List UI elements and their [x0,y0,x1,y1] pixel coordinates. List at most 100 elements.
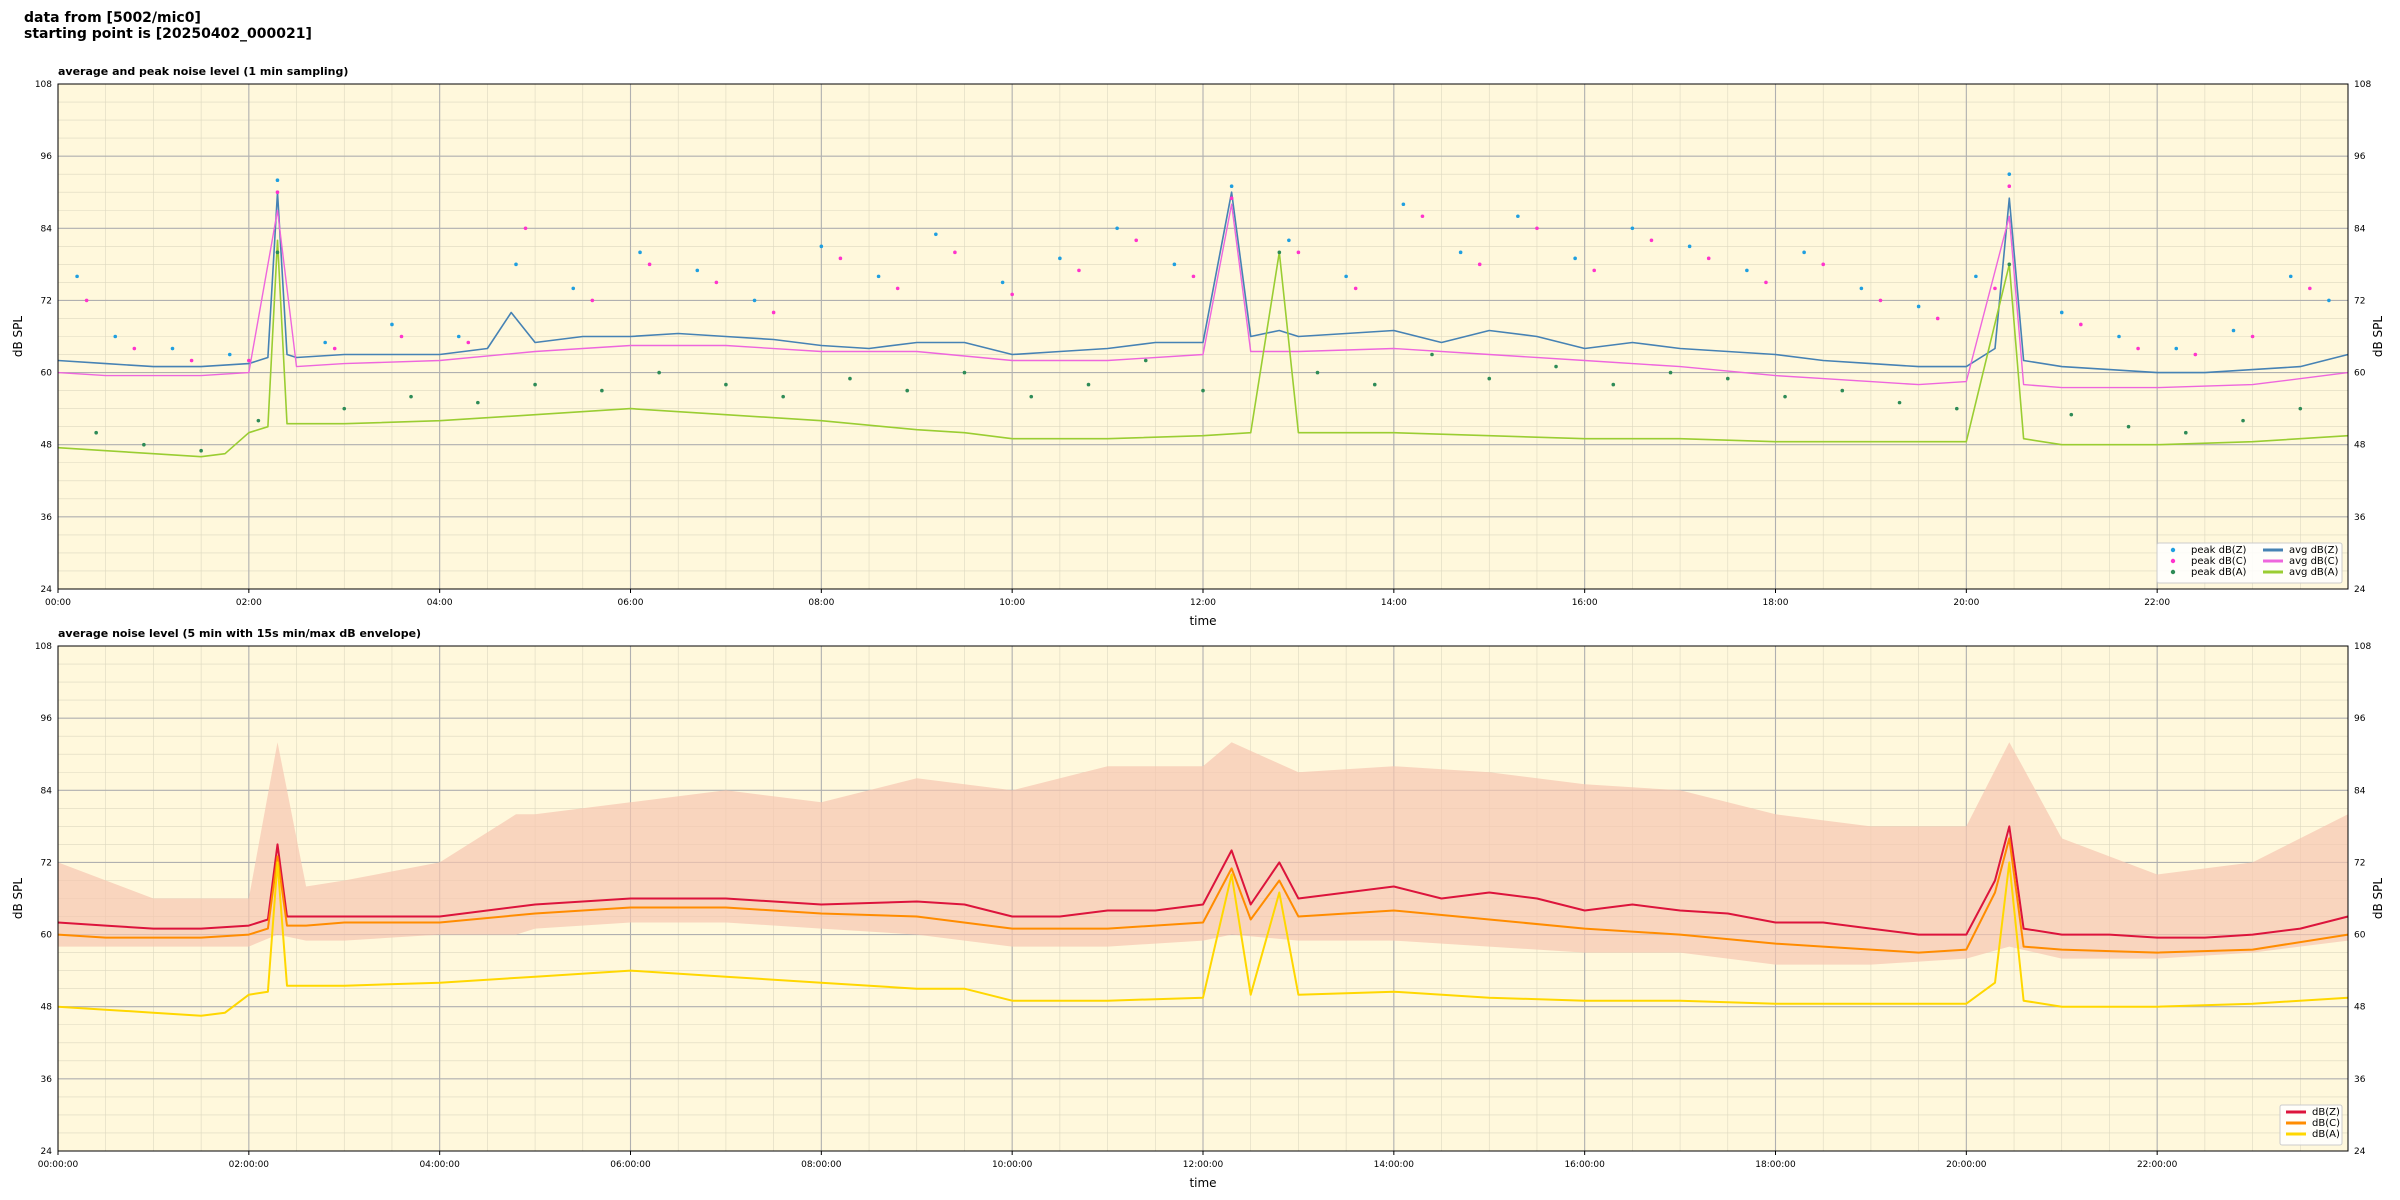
peak-db-a-point [342,406,347,411]
peak-db-c-point [590,298,595,303]
peak-db-z-point [2007,172,2012,176]
peak-db-a-point [2183,430,2188,435]
db-a-line [57,861,2349,1017]
peak-db-z-point [876,274,881,279]
peak-db-a-point [1430,352,1434,357]
x-axis-label: time [1189,1176,1216,1190]
y-tick-label-right: 72 [2354,858,2365,868]
peak-db-z-point [275,178,280,182]
y-tick-label: 36 [41,513,53,523]
legend-marker [2170,547,2176,553]
peak-db-c-point [1535,226,1539,231]
peak-db-z-point [2059,310,2064,315]
x-tick-label: 04:00 [427,598,453,608]
peak-db-a-point [1611,382,1616,387]
x-tick-label: 18:00 [1763,598,1789,608]
figure-header: data from [5002/mic0] starting point is … [24,10,312,42]
peak-db-c-point [1477,262,1482,267]
peak-db-a-point [905,388,910,393]
peak-db-c-point [2136,346,2140,351]
y-tick-label-right: 84 [2354,786,2366,796]
peak-db-a-point [1554,364,1558,369]
x-axis-label: time [1189,614,1216,628]
peak-db-c-point [2079,322,2083,327]
legend-label: avg dB(C) [2289,556,2339,567]
y-tick-label-right: 84 [2354,224,2366,234]
peak-db-z-point [1687,244,1692,249]
legend-label: peak dB(A) [2191,567,2247,578]
y-axis-label: dB SPL [11,316,25,358]
y-axis-label-right: dB SPL [2371,316,2385,358]
peak-db-c-point [2308,286,2312,291]
y-tick-label-right: 60 [2354,369,2366,379]
peak-db-z-point [1516,214,1520,219]
peak-db-c-point [399,334,404,339]
plot-bottom: 24 24 36 36 48 48 60 60 72 72 84 84 96 96 108 108 00:00:… [11,627,2385,1190]
legend-label: avg dB(Z) [2289,545,2339,556]
peak-db-c-point [1821,262,1826,267]
peak-db-a-point [962,370,967,375]
peak-db-z-point [2174,346,2179,351]
peak-db-z-point [571,286,576,291]
peak-db-a-point [476,400,480,405]
y-tick-label-right: 96 [2354,714,2366,724]
avg-db-z-line [57,191,2349,374]
x-tick-label: 14:00:00 [1374,1160,1415,1170]
y-tick-label-right: 108 [2354,642,2371,652]
peak-db-a-point [657,370,661,375]
y-axis-label: dB SPL [11,878,25,920]
peak-db-c-point [1764,280,1768,285]
legend-label: dB(C) [2312,1118,2340,1129]
peak-db-a-point [600,388,604,393]
peak-db-c-point [895,286,900,291]
peak-db-z-point [514,262,518,267]
peak-db-z-point [2117,334,2121,339]
peak-db-a-point [94,430,98,435]
y-axis-label-right: dB SPL [2371,878,2385,920]
peak-db-c-point [2007,184,2012,189]
y-tick-label: 60 [41,931,53,941]
peak-db-z-point [1458,250,1463,255]
peak-db-c-point [953,250,957,255]
legend: dB(Z)dB(C)dB(A) [2279,1104,2343,1146]
y-tick-label-right: 60 [2354,931,2366,941]
y-tick-label: 72 [41,858,52,868]
peak-db-z-point [2231,328,2236,333]
peak-db-z-point [1000,280,1005,285]
y-tick-label-right: 24 [2354,585,2366,595]
peak-db-z-point [1172,262,1177,267]
peak-db-c-point [1077,268,1081,273]
peak-db-c-point [771,310,776,315]
legend-label: peak dB(Z) [2191,545,2247,556]
x-tick-label: 02:00 [236,598,262,608]
y-tick-label: 60 [41,369,53,379]
legend-label: dB(A) [2312,1129,2340,1140]
peak-db-a-point [724,382,728,387]
peak-db-z-point [1916,304,1921,309]
peak-db-z-point [113,334,118,339]
peak-db-z-point [695,268,700,273]
peak-db-a-point [1029,394,1034,399]
y-tick-label: 48 [41,1003,53,1013]
y-tick-label: 36 [41,1075,53,1085]
peak-db-a-point [1725,376,1730,381]
avg-db-a-line [57,239,2349,458]
peak-db-c-point [332,346,337,351]
peak-db-z-point [1115,226,1119,231]
y-tick-label: 108 [35,642,52,652]
peak-db-c-point [132,346,137,351]
y-tick-label: 48 [41,441,53,451]
peak-db-a-point [199,448,203,453]
peak-db-z-point [390,322,394,327]
peak-db-z-point [227,352,232,357]
peak-db-a-point [1372,382,1377,387]
y-tick-label-right: 36 [2354,1075,2366,1085]
legend-marker [2170,569,2176,575]
start-point-label: starting point is [20250402_000021] [24,26,312,42]
db-c-line [57,837,2349,954]
y-tick-label-right: 96 [2354,152,2366,162]
y-tick-label: 84 [41,224,53,234]
peak-db-a-point [256,418,261,423]
peak-db-c-point [2250,334,2255,339]
